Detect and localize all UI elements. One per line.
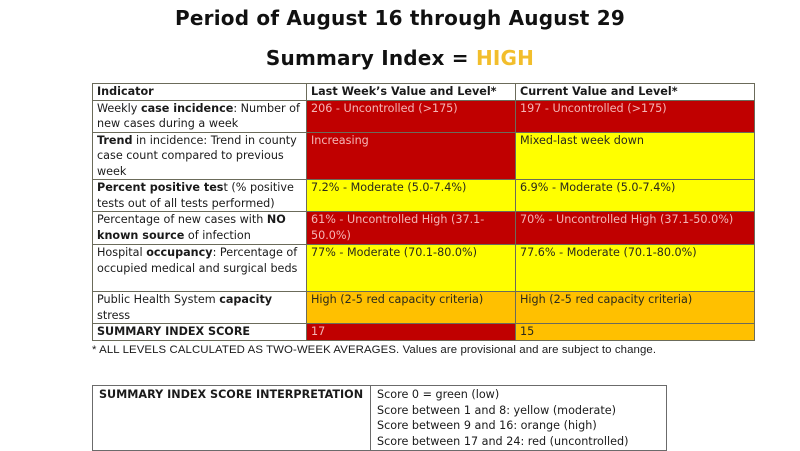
- last-week-value-cell: 61% - Uncontrolled High (37.1-50.0%): [306, 211, 516, 245]
- indicator-bold-text: occupancy: [146, 246, 213, 259]
- table-header-row: Indicator Last Week’s Value and Level* C…: [92, 83, 755, 101]
- interpretation-label: SUMMARY INDEX SCORE INTERPRETATION: [92, 385, 371, 451]
- indicator-text: stress: [97, 308, 131, 322]
- current-value-cell: Mixed-last week down: [515, 131, 755, 180]
- indicator-cell: Public Health System capacity stress: [92, 291, 307, 324]
- indicator-bold-text: NO known source: [97, 213, 286, 242]
- table-row: Percent positive test (% positive tests …: [92, 179, 755, 212]
- indicator-text: of infection: [184, 228, 251, 242]
- indicator-cell: Percent positive test (% positive tests …: [92, 179, 307, 212]
- last-week-value-cell: 7.2% - Moderate (5.0-7.4%): [306, 179, 516, 212]
- indicator-bold-text: capacity: [219, 293, 273, 306]
- indicator-cell: Trend in incidence: Trend in county case…: [92, 131, 307, 180]
- summary-score-label: SUMMARY INDEX SCORE: [92, 323, 307, 341]
- column-header-current: Current Value and Level*: [515, 83, 755, 101]
- indicator-text: t (% positive tests out of all tests per…: [97, 181, 294, 210]
- indicator-bold-text: Percent positive tes: [97, 181, 224, 194]
- indicator-cell: Hospital occupancy: Percentage of occupi…: [92, 244, 307, 292]
- table-row: Percentage of new cases with NO known so…: [92, 211, 755, 245]
- indicator-bold-text: case incidence: [140, 101, 234, 115]
- table-row: Hospital occupancy: Percentage of occupi…: [92, 244, 755, 292]
- indicator-cell: Weekly case incidence: Number of new cas…: [92, 99, 307, 133]
- indicator-cell: Percentage of new cases with NO known so…: [92, 211, 307, 245]
- summary-index-title: Summary Index = HIGH: [0, 46, 800, 70]
- indicator-text: Weekly: [97, 101, 141, 115]
- current-value-cell: 197 - Uncontrolled (>175): [515, 99, 755, 133]
- interpretation-line: Score 0 = green (low): [377, 388, 500, 401]
- period-title: Period of August 16 through August 29: [175, 6, 625, 30]
- current-value-cell: High (2-5 red capacity criteria): [515, 291, 755, 324]
- summary-score-last-week: 17: [306, 323, 516, 341]
- indicator-text: Percentage of new cases with: [97, 213, 267, 226]
- column-header-indicator: Indicator: [92, 83, 307, 101]
- indicator-text: : Number of new cases during a week: [97, 101, 300, 131]
- interpretation-line: Score between 17 and 24: red (uncontroll…: [377, 434, 629, 448]
- indicator-bold-text: Trend: [97, 133, 133, 147]
- current-value-cell: 70% - Uncontrolled High (37.1-50.0%): [515, 211, 755, 245]
- indicator-text: in incidence: Trend in county case count…: [97, 133, 297, 178]
- interpretation-line: Score between 9 and 16: orange (high): [377, 419, 597, 432]
- summary-index-prefix: Summary Index =: [265, 46, 476, 70]
- indicator-text: Public Health System: [97, 293, 220, 306]
- interpretation-line: Score between 1 and 8: yellow (moderate): [377, 403, 616, 417]
- summary-score-current: 15: [515, 323, 755, 341]
- indicator-table: Indicator Last Week’s Value and Level* C…: [92, 83, 755, 341]
- interpretation-lines: Score 0 = green (low) Score between 1 an…: [370, 385, 667, 451]
- current-value-cell: 6.9% - Moderate (5.0-7.4%): [515, 179, 755, 212]
- indicator-text: : Percentage of occupied medical and sur…: [97, 246, 298, 275]
- last-week-value-cell: Increasing: [306, 131, 516, 180]
- current-value-cell: 77.6% - Moderate (70.1-80.0%): [515, 244, 755, 292]
- last-week-value-cell: High (2-5 red capacity criteria): [306, 291, 516, 324]
- table-row: Trend in incidence: Trend in county case…: [92, 131, 755, 180]
- last-week-value-cell: 206 - Uncontrolled (>175): [306, 99, 516, 133]
- column-header-last-week: Last Week’s Value and Level*: [306, 83, 516, 101]
- summary-index-level: HIGH: [475, 46, 535, 70]
- last-week-value-cell: 77% - Moderate (70.1-80.0%): [306, 244, 516, 292]
- summary-score-row: SUMMARY INDEX SCORE 17 15: [92, 323, 755, 341]
- table-row: Weekly case incidence: Number of new cas…: [92, 99, 755, 133]
- footnote: * ALL LEVELS CALCULATED AS TWO-WEEK AVER…: [92, 344, 657, 356]
- interpretation-row: SUMMARY INDEX SCORE INTERPRETATION Score…: [92, 385, 667, 451]
- interpretation-table: SUMMARY INDEX SCORE INTERPRETATION Score…: [92, 385, 667, 451]
- indicator-text: Hospital: [97, 246, 147, 259]
- table-row: Public Health System capacity stress Hig…: [92, 291, 755, 324]
